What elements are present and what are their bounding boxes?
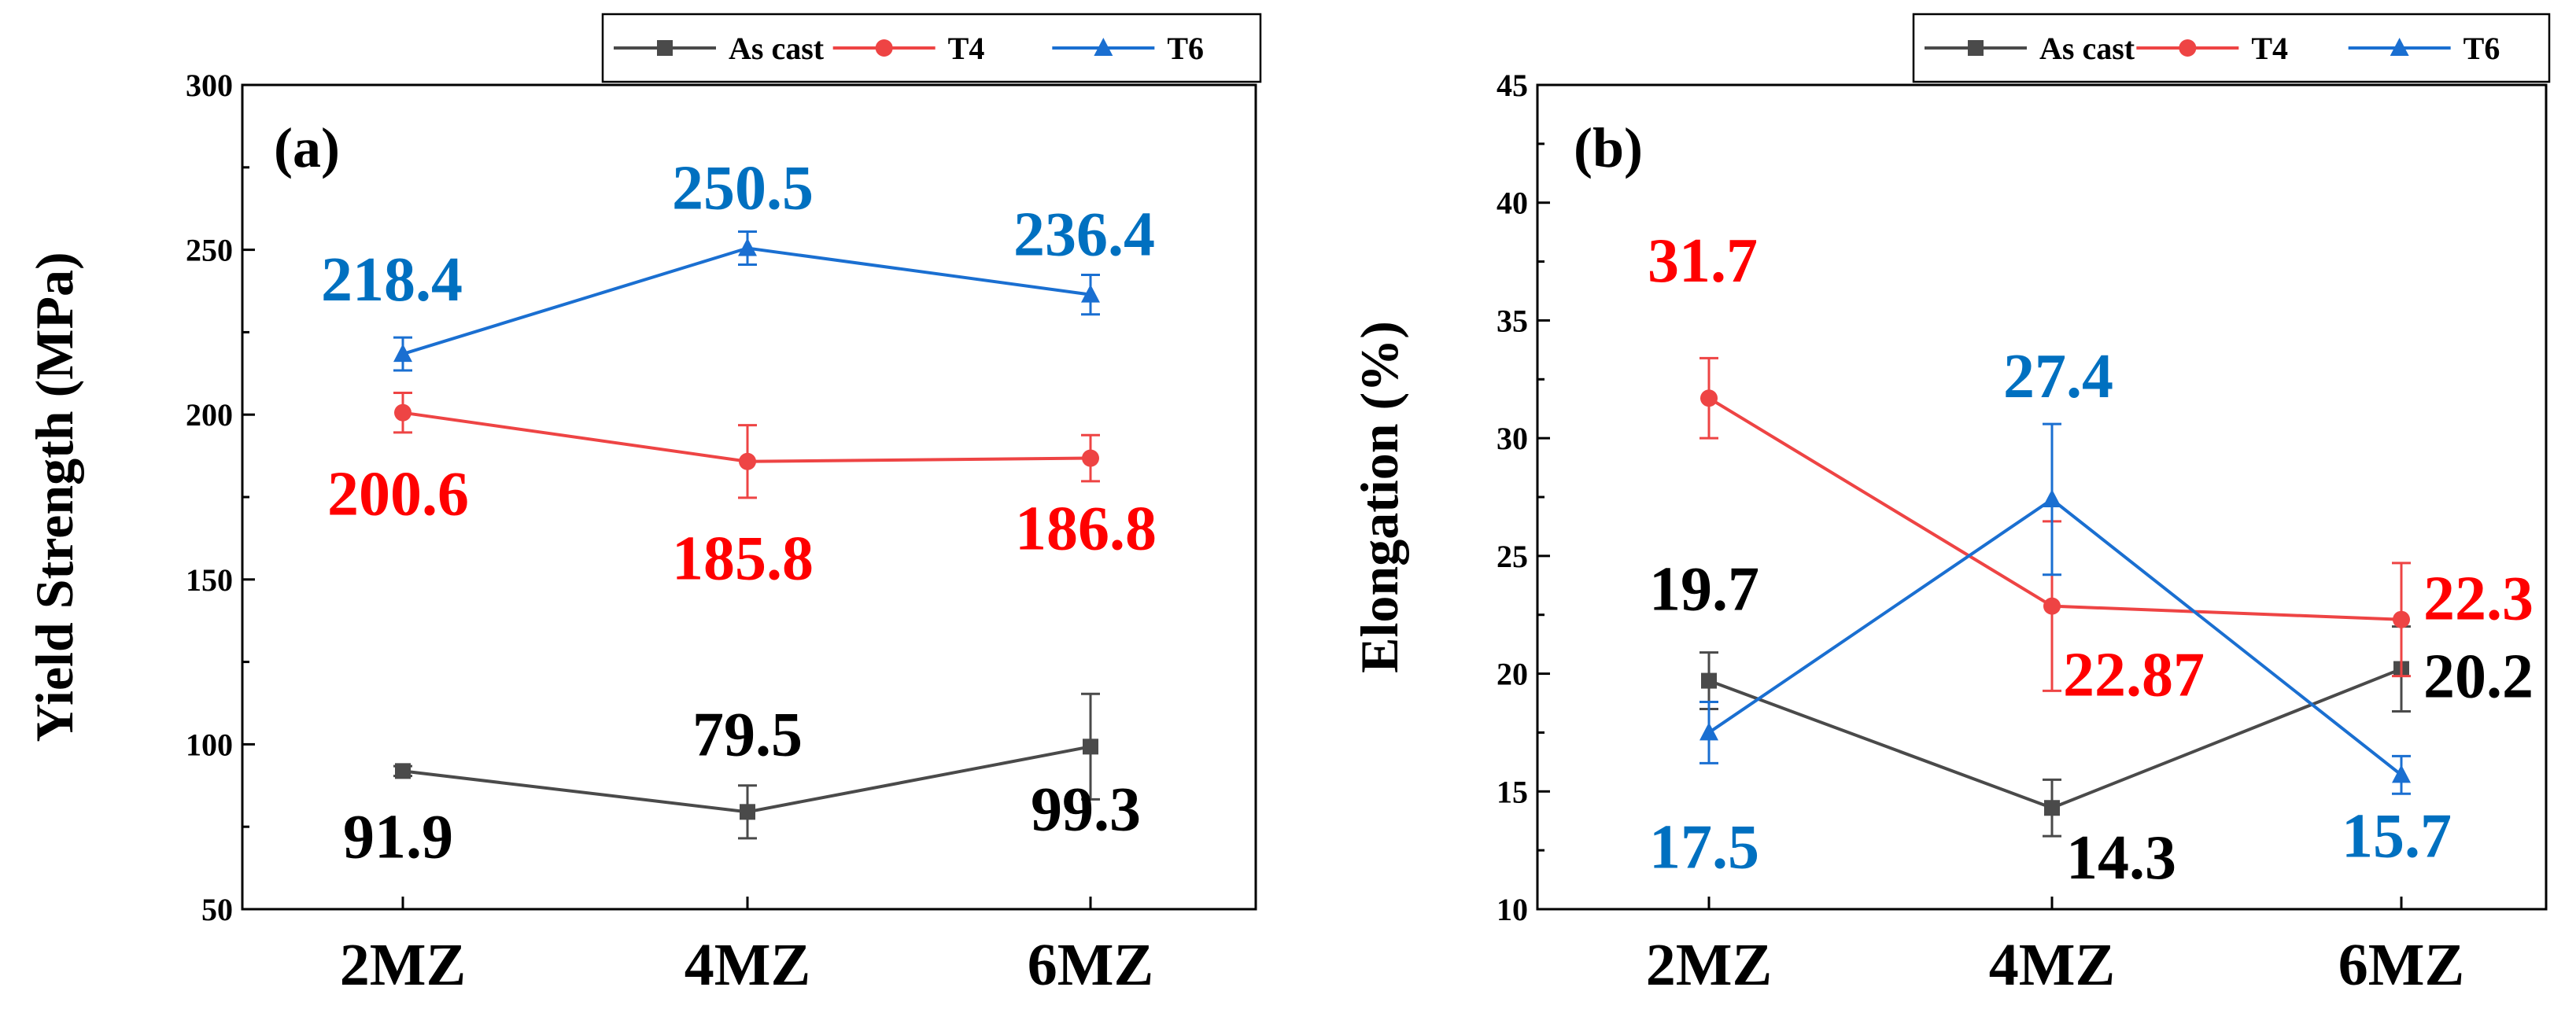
chart-panel-a: 50 100 150 200 250 300 2MZ 4MZ 6MZ Yield Strength… [24,13,1262,998]
data-point [393,344,412,363]
data-point [1083,739,1098,755]
data-label: 17.5 [1649,812,1759,882]
data-label: 91.9 [343,802,453,871]
legend-marker [657,40,673,56]
y-tick-label: 250 [186,233,233,268]
data-label: 185.8 [672,525,814,594]
data-point [2043,597,2061,615]
data-label: 200.6 [327,460,469,529]
legend: As cast T4 T6 [1912,13,2551,83]
legend: As cast T4 T6 [601,13,1262,83]
series-line [1707,396,2402,621]
y-tick-label: 100 [186,727,233,762]
data-point [738,238,757,256]
data-point [1701,672,1717,689]
y-tick-label: 300 [186,68,233,103]
y-tick-label: 30 [1497,421,1528,456]
y-tick-label: 20 [1497,657,1528,692]
legend-marker [2179,39,2197,57]
data-point [1082,449,1099,467]
data-label: 22.3 [2423,565,2534,634]
series-as-cast: 91.9 79.5 99.3 [343,692,1141,871]
plot-frame [1536,83,2548,911]
y-tick-label: 35 [1497,303,1528,338]
data-label: 250.5 [672,154,814,223]
series-as-cast: 19.7 14.3 20.2 [1649,555,2534,893]
x-category-label: 2MZ [1646,932,1772,998]
data-label: 27.4 [2003,342,2113,411]
panel-label: (b) [1574,116,1643,179]
y-tick-label: 40 [1497,186,1528,221]
y-tick-label: 150 [186,562,233,598]
data-label: 14.3 [2066,823,2176,893]
data-point [1700,389,1718,407]
legend-marker [1968,40,1984,56]
series-t6: 17.5 27.4 15.7 [1649,342,2452,882]
series-t6: 218.4 250.5 236.4 [321,154,1155,372]
data-point [2393,610,2410,628]
x-category-label: 4MZ [685,932,810,998]
x-category-label: 2MZ [340,932,466,998]
data-label: 15.7 [2342,801,2452,871]
data-label: 31.7 [1648,227,1758,296]
legend-label: T4 [948,31,985,66]
data-label: 22.87 [2063,641,2205,710]
data-point [739,452,756,470]
x-category-label: 4MZ [1989,932,2115,998]
data-point [2392,764,2411,783]
data-label: 19.7 [1649,555,1759,624]
data-point [1081,284,1100,303]
data-label: 218.4 [321,245,463,315]
series-t4: 200.6 185.8 186.8 [327,392,1157,594]
legend-marker [875,39,893,57]
y-axis-title: Elongation (%) [1349,321,1409,673]
data-point [394,403,411,422]
legend-label: T6 [1167,31,1204,66]
data-point [1699,722,1718,741]
legend-marker [2390,38,2409,56]
legend-label: T4 [2251,31,2288,66]
legend-label: As cast [729,31,825,66]
chart-panel-b: 10 15 20 25 30 35 40 45 2MZ 4MZ 6MZ Elongation (%) (… [1349,13,2551,998]
panel-label: (a) [274,116,340,179]
y-tick-label: 200 [186,397,233,433]
y-tick-label: 45 [1497,68,1528,103]
data-label: 79.5 [692,700,803,769]
y-tick-label: 10 [1497,892,1528,927]
legend-label: T6 [2463,31,2500,66]
legend-label: As cast [2039,31,2135,66]
y-tick-label: 15 [1497,774,1528,809]
legend-marker [1094,38,1113,56]
x-category-label: 6MZ [1028,932,1153,998]
data-label: 186.8 [1015,495,1157,564]
series-line [1707,497,2403,776]
data-label: 99.3 [1031,775,1141,844]
data-point [2044,800,2060,816]
data-point [740,804,755,820]
y-tick-label: 25 [1497,539,1528,574]
data-label: 236.4 [1013,201,1155,270]
series-t4: 31.7 22.87 22.3 [1648,227,2534,709]
data-point [2043,488,2061,507]
y-axis-title: Yield Strength (MPa) [24,252,84,742]
data-point [395,763,411,779]
x-category-label: 6MZ [2338,932,2464,998]
y-tick-label: 50 [201,892,233,927]
data-label: 20.2 [2423,643,2534,712]
